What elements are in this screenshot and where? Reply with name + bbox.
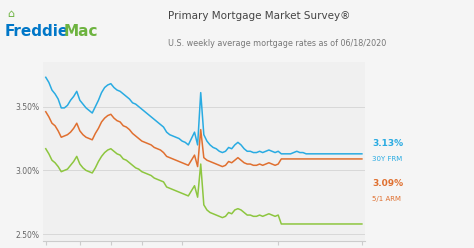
Text: Mac: Mac	[64, 24, 99, 39]
Text: ⌂: ⌂	[7, 8, 14, 19]
Text: 30Y FRM: 30Y FRM	[372, 156, 402, 162]
Text: Freddie: Freddie	[5, 24, 69, 39]
Text: 3.09%: 3.09%	[372, 179, 403, 188]
Text: U.S. weekly average mortgage rates as of 06/18/2020: U.S. weekly average mortgage rates as of…	[168, 39, 386, 48]
Text: Primary Mortgage Market Survey®: Primary Mortgage Market Survey®	[168, 11, 351, 21]
Text: 5/1 ARM: 5/1 ARM	[372, 196, 401, 202]
Text: 3.13%: 3.13%	[372, 139, 403, 148]
